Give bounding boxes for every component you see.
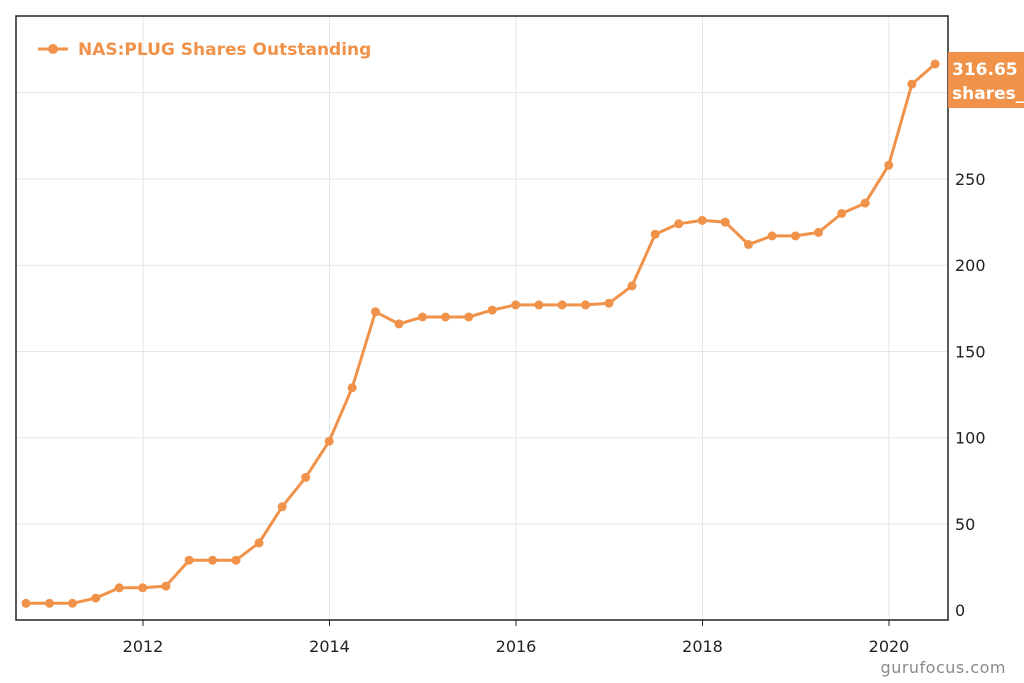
data-point[interactable] [184,555,194,565]
x-tick-label: 2018 [682,637,723,656]
legend-label: NAS:PLUG Shares Outstanding [78,40,371,60]
y-tick-label: 150 [955,342,986,361]
y-tick-label: 200 [955,256,986,275]
x-tick-label: 2014 [309,637,350,656]
data-point[interactable] [557,300,567,310]
data-point[interactable] [487,305,497,315]
data-point[interactable] [254,538,264,548]
grid [16,16,948,620]
data-point[interactable] [744,240,753,249]
data-point[interactable] [720,217,730,227]
data-point[interactable] [91,593,101,603]
legend-marker-icon [48,44,58,54]
y-tick-label: 100 [955,429,986,448]
badge-value: 316.65 [952,60,1018,80]
data-point[interactable] [277,502,287,512]
data-point[interactable] [930,59,940,69]
x-tick-label: 2016 [496,637,537,656]
data-point[interactable] [697,215,707,225]
x-axis-labels: 2012 2014 2016 2018 2020 [123,620,910,656]
y-tick-label: 50 [955,515,975,534]
badge-unit: shares_ [952,84,1024,104]
data-point[interactable] [394,319,404,329]
data-point[interactable] [45,598,54,608]
data-point[interactable] [791,231,800,241]
data-point[interactable] [907,79,917,89]
badge-background [948,52,1024,108]
data-point[interactable] [347,383,357,393]
data-point[interactable] [441,312,450,322]
y-axis-labels: 0 50 100 150 200 250 [955,170,986,620]
x-tick-label: 2012 [123,637,164,656]
data-point[interactable] [650,229,660,239]
data-point[interactable] [860,198,870,208]
data-point[interactable] [21,598,31,608]
data-point[interactable] [814,227,823,237]
data-point[interactable] [511,300,521,310]
y-tick-label: 250 [955,170,986,189]
data-point[interactable] [371,307,380,317]
data-point[interactable] [884,160,894,170]
watermark: gurufocus.com [880,658,1006,677]
data-point[interactable] [604,298,614,308]
data-point[interactable] [114,583,124,593]
data-point[interactable] [231,555,241,565]
data-point[interactable] [534,300,544,310]
data-point[interactable] [301,472,311,482]
data-point[interactable] [767,231,777,241]
y-tick-label: 0 [955,601,965,620]
data-point[interactable] [464,312,474,322]
data-point[interactable] [324,436,334,446]
data-point[interactable] [837,209,847,218]
data-point[interactable] [208,555,218,565]
data-point[interactable] [161,581,171,591]
data-point[interactable] [418,312,427,322]
x-tick-label: 2020 [869,637,910,656]
data-point[interactable] [627,281,637,291]
data-point[interactable] [581,300,591,310]
data-point[interactable] [138,583,148,593]
plot-frame [15,15,949,621]
series-line [26,62,937,605]
series-nas-plug-shares [21,59,940,608]
legend[interactable]: NAS:PLUG Shares Outstanding [38,40,371,60]
data-point[interactable] [68,598,77,608]
last-value-badge: 316.65 shares_ [948,52,1024,108]
data-point[interactable] [674,219,684,229]
